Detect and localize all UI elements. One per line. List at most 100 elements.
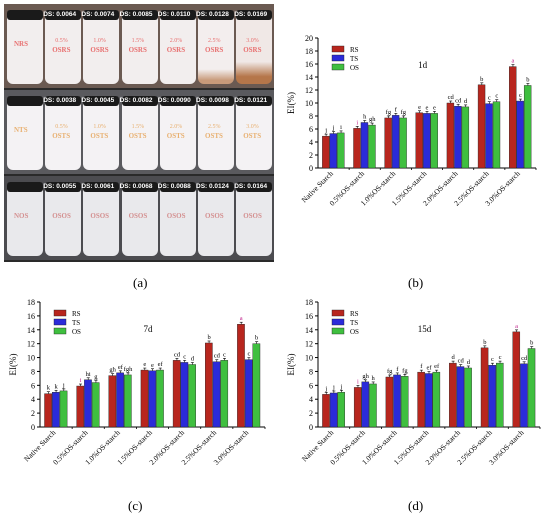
significance-letter: b xyxy=(526,76,529,83)
panel-a-letter: (a) xyxy=(133,275,148,290)
bar-OS xyxy=(432,371,441,428)
vial xyxy=(45,96,82,170)
y-tick-label: 4 xyxy=(309,395,313,404)
ds-label: DS: 0.0074 xyxy=(81,11,115,18)
legend-swatch-TS xyxy=(53,318,67,326)
y-tick-label: 0 xyxy=(309,164,313,173)
bar-TS xyxy=(212,361,221,428)
sample-name: OSOS xyxy=(205,212,224,220)
y-tick-label: 14 xyxy=(27,326,35,335)
significance-letter: c xyxy=(519,92,522,99)
vial xyxy=(45,182,82,256)
ds-label: DS: 0.0085 xyxy=(119,11,153,18)
significance-letter: c xyxy=(495,93,498,100)
chart-title: 1d xyxy=(418,60,428,70)
legend-swatch-OS xyxy=(331,63,345,71)
significance-letter: cd xyxy=(448,94,455,101)
legend-label: OS xyxy=(72,328,81,336)
significance-letter: cd xyxy=(214,353,221,360)
vial-cap xyxy=(198,10,234,20)
legend-label: TS xyxy=(350,55,358,63)
y-tick-label: 4 xyxy=(309,138,313,147)
vial-cap xyxy=(45,182,82,192)
bar-RS xyxy=(322,135,330,169)
vial-row: NOS DS: 0.0055 OSOS DS: 0.0061 OSOS DS: 0.006… xyxy=(4,176,274,260)
ds-label: DS: 0.0045 xyxy=(81,97,115,104)
vial xyxy=(83,182,120,256)
vial xyxy=(121,96,158,170)
significance-letter: h xyxy=(372,375,376,382)
significance-letter: a xyxy=(512,58,515,65)
bar-TS xyxy=(485,103,493,169)
vial xyxy=(83,96,120,170)
y-tick-label: 16 xyxy=(305,312,313,321)
ds-label: DS: 0.0038 xyxy=(43,97,77,104)
y-tick-label: 2 xyxy=(31,409,35,418)
panel-d-letter: (d) xyxy=(408,498,424,513)
sample-name: OSTS xyxy=(52,132,71,140)
sample-name: OSTS xyxy=(90,132,109,140)
legend-swatch-TS xyxy=(331,318,345,326)
bar-OS xyxy=(188,364,196,428)
panel-b-letter: (b) xyxy=(408,275,424,290)
y-axis-label: EI(%) xyxy=(286,92,296,114)
significance-letter: gh xyxy=(362,373,369,380)
significance-letter: fg xyxy=(401,109,407,116)
legend-label: RS xyxy=(350,46,359,54)
bar-OS xyxy=(124,374,132,428)
ds-label: DS: 0.0090 xyxy=(157,97,191,104)
vial xyxy=(121,10,158,84)
bar-RS xyxy=(446,102,455,169)
vial xyxy=(83,10,120,84)
bar-RS xyxy=(415,112,423,169)
vial-cap xyxy=(159,182,196,192)
bar-RS xyxy=(140,369,149,428)
bar-RS xyxy=(512,331,521,428)
vial xyxy=(45,10,82,84)
significance-letter: b xyxy=(207,334,210,341)
sample-name: OSOS xyxy=(90,212,110,220)
bar-OS xyxy=(523,85,532,169)
significance-letter: i xyxy=(80,377,82,384)
significance-letter: d xyxy=(191,356,195,363)
sample-name: OSOS xyxy=(166,212,186,220)
legend-swatch-OS xyxy=(331,327,345,335)
bar-TS xyxy=(52,392,60,428)
significance-letter: cd xyxy=(521,355,528,362)
significance-letter: c xyxy=(247,351,250,358)
vial xyxy=(236,96,273,170)
sample-name: OSRS xyxy=(52,46,71,54)
bar-OS xyxy=(527,348,536,428)
vial-cap xyxy=(236,96,273,106)
bar-RS xyxy=(237,324,245,428)
ds-label: DS: 0.0124 xyxy=(196,183,229,190)
significance-letter: c xyxy=(488,95,491,102)
sample-name: OSOS xyxy=(128,212,148,220)
significance-letter: h xyxy=(363,114,367,121)
bar-OS xyxy=(400,376,409,428)
bar-TS xyxy=(454,106,462,169)
significance-letter: d xyxy=(451,354,455,361)
sample-name: OSRS xyxy=(128,46,147,54)
significance-letter: b xyxy=(530,340,533,347)
significance-letter: j xyxy=(324,385,327,392)
significance-letter: fgh xyxy=(124,366,133,373)
bar-TS xyxy=(391,115,400,169)
concentration-label: 2.0% xyxy=(169,124,183,130)
sample-name: OSRS xyxy=(90,46,109,54)
ds-label: DS: 0.0061 xyxy=(81,183,115,190)
vial-cap xyxy=(121,182,158,192)
y-tick-label: 14 xyxy=(305,73,313,82)
significance-letter: k xyxy=(47,385,51,392)
significance-letter: j xyxy=(62,382,65,389)
vial-cap xyxy=(83,96,120,106)
bar-RS xyxy=(353,128,361,169)
bar-TS xyxy=(424,373,433,428)
significance-letter: i xyxy=(357,378,359,385)
bar-RS xyxy=(477,84,486,169)
vial xyxy=(198,10,234,84)
vial xyxy=(159,96,196,170)
vial-cap xyxy=(7,96,43,106)
bar-OS xyxy=(220,360,229,428)
y-tick-label: 18 xyxy=(305,298,313,307)
